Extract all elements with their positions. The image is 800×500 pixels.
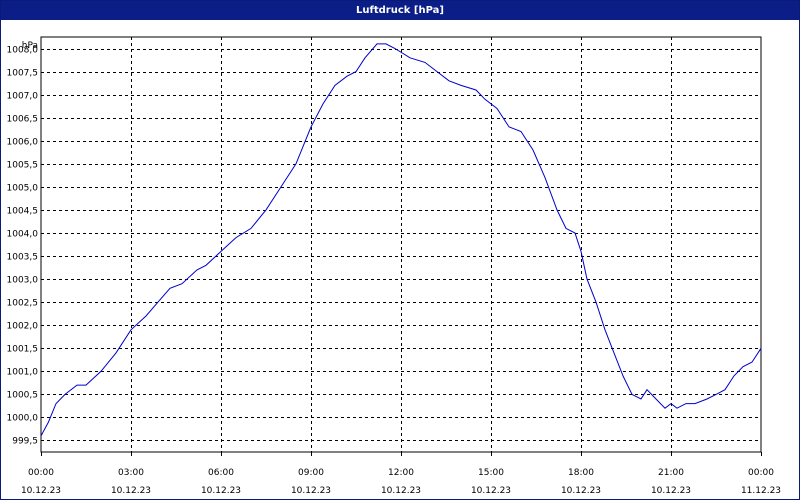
y-tick-label: 1001,0 [7, 368, 39, 378]
x-tick-label-date: 11.12.23 [741, 486, 781, 496]
x-tick-label-time: 09:00 [298, 468, 324, 478]
y-tick-label: 1003,5 [7, 253, 39, 263]
x-tick-label-date: 10.12.23 [21, 486, 61, 496]
y-tick-label: 1007,0 [7, 92, 39, 102]
y-tick-label: 1000,0 [7, 414, 39, 424]
x-tick-label-date: 10.12.23 [561, 486, 601, 496]
x-tick-label-time: 12:00 [388, 468, 414, 478]
x-tick-label-time: 03:00 [118, 468, 144, 478]
y-tick-label: 1008,0 [7, 46, 39, 56]
y-tick-label: 1000,5 [7, 391, 39, 401]
y-tick-label: 1007,5 [7, 69, 39, 79]
pressure-chart: 999,5 1000,0 1000,5 1001,0 1001,5 1002,0 1002,… [7, 36, 781, 496]
x-tick-label-date: 10.12.23 [201, 486, 241, 496]
y-tick-label: 1006,0 [7, 138, 39, 148]
y-tick-label: 1003,0 [7, 276, 39, 286]
x-tick-label-date: 10.12.23 [111, 486, 151, 496]
x-tick-label-date: 10.12.23 [381, 486, 421, 496]
y-tick-label: 1004,0 [7, 230, 39, 240]
x-tick-label-time: 18:00 [568, 468, 594, 478]
y-tick-label: 999,5 [12, 437, 38, 447]
x-tick-label-date: 10.12.23 [471, 486, 511, 496]
plot-frame [40, 36, 762, 453]
y-tick-label: 1004,5 [7, 207, 39, 217]
y-tick-label: 1005,0 [7, 184, 39, 194]
y-tick-label: 1006,5 [7, 115, 39, 125]
x-tick-label-time: 00:00 [28, 468, 54, 478]
x-tick-label-time: 00:00 [748, 468, 774, 478]
pressure-series-line [40, 43, 762, 437]
x-tick-label-date: 10.12.23 [291, 486, 331, 496]
y-tick-label: 1001,5 [7, 345, 39, 355]
x-tick-label-date: 10.12.23 [651, 486, 691, 496]
chart-title: Luftdruck [hPa] [1, 1, 799, 20]
y-axis-label: hPa [22, 41, 38, 51]
y-tick-label: 1002,5 [7, 299, 39, 309]
x-tick-label-time: 06:00 [208, 468, 234, 478]
x-tick-label-time: 21:00 [658, 468, 684, 478]
x-tick-label-time: 15:00 [478, 468, 504, 478]
y-tick-label: 1005,5 [7, 161, 39, 171]
y-tick-label: 1002,0 [7, 322, 39, 332]
